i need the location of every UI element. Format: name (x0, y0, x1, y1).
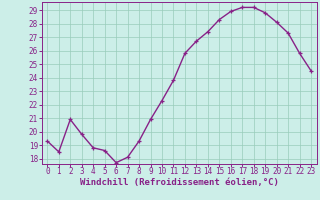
X-axis label: Windchill (Refroidissement éolien,°C): Windchill (Refroidissement éolien,°C) (80, 178, 279, 187)
